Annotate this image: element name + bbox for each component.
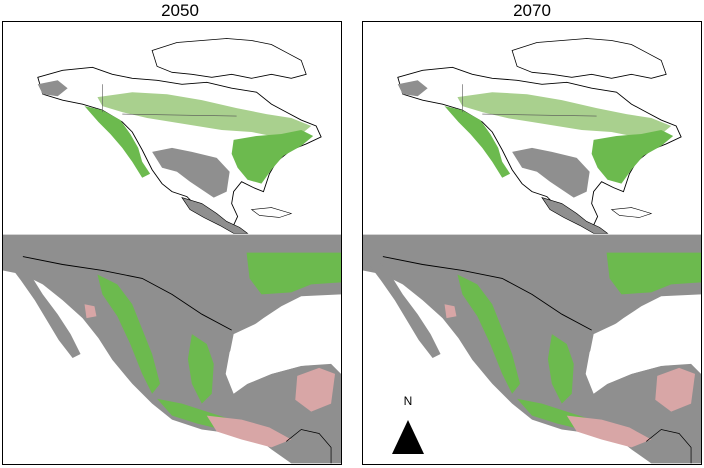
grey-region-alaska bbox=[37, 80, 68, 97]
grey-region-west bbox=[512, 147, 590, 198]
gulf-of-mexico bbox=[229, 306, 341, 384]
suitable-northeast bbox=[606, 252, 701, 295]
guatemala-border bbox=[646, 429, 692, 464]
arctic-islands bbox=[151, 38, 307, 79]
gulf-of-mexico bbox=[589, 306, 701, 384]
north-arrow: N bbox=[388, 394, 428, 456]
suitable-dark-east bbox=[231, 129, 314, 184]
pacific-water bbox=[363, 294, 513, 464]
suitable-dark-west bbox=[444, 106, 511, 178]
canada-us-border bbox=[102, 84, 237, 117]
suitable-dark-west bbox=[84, 106, 151, 178]
suitable-sierra-madre bbox=[97, 274, 161, 394]
guatemala-border bbox=[286, 429, 332, 464]
baja-peninsula bbox=[368, 254, 441, 358]
map-column-2070 bbox=[362, 21, 702, 465]
suitable-northeast bbox=[246, 252, 341, 295]
loss-yucatan bbox=[655, 367, 696, 412]
caribbean-islands bbox=[610, 207, 653, 218]
mexico-outline bbox=[181, 197, 249, 234]
arctic-islands bbox=[511, 38, 667, 79]
us-mexico-border bbox=[382, 256, 592, 331]
grey-land bbox=[363, 234, 701, 464]
mexico-map-2050 bbox=[3, 234, 341, 464]
title-2050: 2050 bbox=[161, 1, 199, 20]
mexico-svg-2050 bbox=[3, 234, 341, 464]
mexico-map-2070 bbox=[363, 234, 701, 464]
mexico-outline bbox=[541, 197, 609, 234]
suitable-light-canada bbox=[457, 92, 672, 137]
loss-south bbox=[206, 415, 292, 448]
north-arrow-label: N bbox=[403, 394, 413, 408]
suitable-sierra-madre bbox=[457, 274, 521, 394]
north-america-map-2050 bbox=[3, 22, 341, 235]
title-2070: 2070 bbox=[513, 1, 551, 20]
baja-peninsula bbox=[8, 254, 81, 358]
suitable-east bbox=[547, 334, 574, 404]
map-column-2050 bbox=[2, 21, 342, 465]
grey-land bbox=[3, 234, 341, 464]
caribbean-islands bbox=[250, 207, 293, 218]
grey-region-alaska bbox=[397, 80, 428, 97]
loss-northwest bbox=[84, 304, 97, 319]
north-america-svg-2050 bbox=[37, 38, 322, 234]
grey-region-west bbox=[152, 147, 230, 198]
north-america-svg-2070 bbox=[397, 38, 682, 234]
mexico-svg-2070 bbox=[363, 234, 701, 464]
suitable-dark-east bbox=[591, 129, 674, 184]
loss-northwest bbox=[444, 304, 457, 319]
suitable-east bbox=[187, 334, 214, 404]
us-mexico-border bbox=[22, 256, 232, 331]
loss-yucatan bbox=[295, 367, 336, 412]
north-america-map-2070 bbox=[363, 22, 701, 235]
canada-us-border bbox=[462, 84, 597, 117]
suitable-light-canada bbox=[97, 92, 312, 137]
north-arrow-icon bbox=[392, 420, 424, 454]
loss-south bbox=[566, 415, 652, 448]
pacific-water bbox=[3, 294, 153, 464]
